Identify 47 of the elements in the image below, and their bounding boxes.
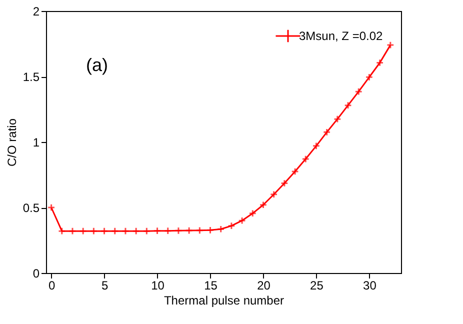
x-axis-title: Thermal pulse number [164, 294, 284, 308]
point [259, 200, 268, 209]
y-tick-label: 1.5 [22, 70, 40, 84]
point [291, 168, 299, 176]
point [312, 142, 320, 150]
point [365, 73, 374, 82]
point [58, 227, 66, 235]
point [216, 225, 225, 234]
point [90, 227, 98, 235]
y-tick-label: 1 [32, 136, 40, 150]
point [344, 101, 352, 110]
x-tick-label: 25 [310, 278, 324, 292]
point [280, 179, 288, 188]
y-tick-label: 0.5 [22, 201, 40, 215]
x-tick-label: 20 [257, 278, 271, 292]
point [206, 226, 214, 234]
point [270, 190, 278, 198]
x-tick-label: 5 [101, 278, 108, 292]
point [164, 226, 172, 235]
point [228, 222, 236, 230]
point [238, 216, 246, 225]
point [376, 58, 384, 67]
point [248, 209, 257, 218]
point [196, 226, 204, 234]
y-tick-label: 0 [32, 266, 40, 280]
y-axis-title: C/O ratio [4, 118, 19, 167]
point [110, 227, 119, 235]
point [100, 227, 108, 235]
point [174, 226, 182, 235]
legend-label: 3Msun, Z =0.02 [299, 29, 384, 43]
point [142, 227, 151, 235]
x-tick-label: 0 [48, 278, 56, 292]
point [153, 226, 162, 235]
point [79, 227, 87, 235]
point [322, 128, 331, 136]
point [122, 227, 130, 235]
y-tick-label: 2 [32, 4, 40, 18]
x-tick-label: 30 [363, 278, 377, 292]
annotation: (a) [86, 55, 108, 75]
point [185, 226, 193, 234]
point [302, 155, 310, 163]
point [334, 115, 342, 123]
x-tick-label: 10 [151, 278, 165, 292]
point [132, 227, 140, 235]
x-tick-label: 15 [204, 278, 218, 292]
point [68, 227, 76, 235]
point [354, 88, 363, 96]
